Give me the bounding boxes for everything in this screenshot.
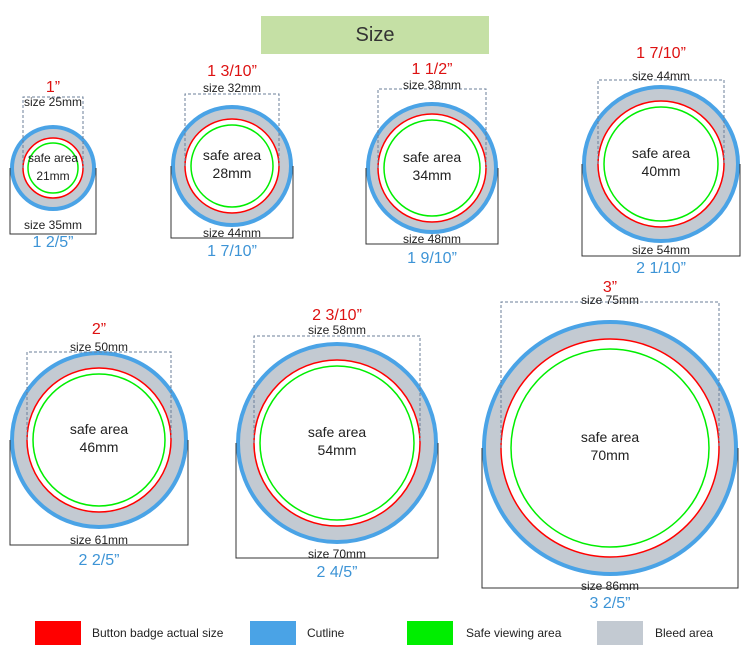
actual-size-label: size 50mm	[70, 340, 128, 354]
legend-label-bleed: Bleed area	[655, 626, 714, 640]
bleed-size-dimension-line	[9, 440, 189, 546]
inch-size-top: 1 7/10”	[636, 45, 686, 62]
actual-size-dimension-line	[184, 93, 280, 166]
bleed-size-label: size 48mm	[403, 232, 461, 246]
safe-area-label: safe area	[632, 145, 691, 161]
badge-b1	[9, 96, 97, 235]
actual-size-label: size 75mm	[581, 293, 639, 307]
safe-area-label: safe area	[403, 149, 462, 165]
safe-area-size: 21mm	[36, 169, 69, 183]
bleed-size-label: size 61mm	[70, 533, 128, 547]
actual-size-dimension-line	[253, 335, 421, 443]
safe-area-size: 40mm	[642, 163, 681, 179]
actual-size-dimension-line	[597, 79, 725, 164]
inch-size-bottom: 2 2/5”	[79, 552, 120, 569]
legend-label-cutline: Cutline	[307, 626, 345, 640]
bleed-size-label: size 54mm	[632, 243, 690, 257]
safe-area-label: safe area	[70, 421, 129, 437]
bleed-size-dimension-line	[235, 443, 439, 559]
inch-size-top: 1 1/2”	[412, 61, 453, 78]
legend-label-safe: Safe viewing area	[466, 626, 562, 640]
inch-size-top: 2”	[92, 321, 106, 338]
badge-b4	[581, 79, 741, 257]
safe-area-size: 54mm	[318, 442, 357, 458]
inch-size-bottom: 2 4/5”	[317, 564, 358, 581]
bleed-size-dimension-line	[170, 166, 294, 239]
safe-area-size: 28mm	[213, 165, 252, 181]
actual-size-dimension-line	[22, 96, 84, 168]
inch-size-bottom: 3 2/5”	[590, 595, 631, 612]
inch-size-top: 3”	[603, 279, 617, 296]
safe-area-circle	[259, 365, 415, 521]
inch-size-top: 1 3/10”	[207, 63, 257, 80]
safe-area-circle	[603, 106, 719, 222]
badge-b3	[365, 88, 499, 245]
bleed-size-dimension-line	[481, 448, 739, 589]
badge-b2	[170, 93, 294, 239]
actual-size-dimension-line	[500, 301, 720, 448]
bleed-size-dimension-line	[9, 168, 97, 235]
actual-size-label: size 25mm	[24, 95, 82, 109]
bleed-size-label: size 70mm	[308, 547, 366, 561]
safe-area-circle	[27, 142, 79, 194]
actual-size-label: size 32mm	[203, 81, 261, 95]
bleed-size-dimension-line	[581, 164, 741, 257]
badge-b7	[481, 301, 739, 589]
safe-area-label: safe area	[203, 147, 262, 163]
actual-size-label: size 38mm	[403, 78, 461, 92]
actual-size-dimension-line	[377, 88, 487, 168]
inch-size-top: 2 3/10”	[312, 307, 362, 324]
badge-b5	[9, 351, 189, 546]
legend-swatch-safe	[407, 621, 453, 645]
safe-area-circle	[32, 373, 166, 507]
inch-size-bottom: 2 1/10”	[636, 260, 686, 277]
actual-size-label: size 58mm	[308, 323, 366, 337]
title-banner: Size	[261, 16, 489, 54]
safe-area-label: safe area	[308, 424, 367, 440]
safe-area-circle	[383, 119, 481, 217]
safe-area-label: safe area	[28, 151, 78, 165]
badge-b6	[235, 335, 439, 559]
inch-size-top: 1”	[46, 79, 60, 96]
legend-label-actual: Button badge actual size	[92, 626, 224, 640]
inch-size-bottom: 1 2/5”	[33, 234, 74, 251]
bleed-size-label: size 44mm	[203, 226, 261, 240]
safe-area-size: 70mm	[591, 447, 630, 463]
page-title: Size	[355, 23, 395, 46]
safe-area-label: safe area	[581, 429, 640, 445]
inch-size-bottom: 1 7/10”	[207, 243, 257, 260]
legend-swatch-actual	[35, 621, 81, 645]
bleed-size-label: size 35mm	[24, 218, 82, 232]
safe-area-size: 46mm	[80, 439, 119, 455]
inch-size-bottom: 1 9/10”	[407, 250, 457, 267]
legend-swatch-cutline	[250, 621, 296, 645]
bleed-size-dimension-line	[365, 168, 499, 245]
actual-size-dimension-line	[26, 351, 172, 440]
safe-area-circle	[190, 124, 274, 208]
bleed-size-label: size 86mm	[581, 579, 639, 593]
safe-area-circle	[510, 348, 710, 548]
legend-swatch-bleed	[597, 621, 643, 645]
actual-size-label: size 44mm	[632, 69, 690, 83]
safe-area-size: 34mm	[413, 167, 452, 183]
